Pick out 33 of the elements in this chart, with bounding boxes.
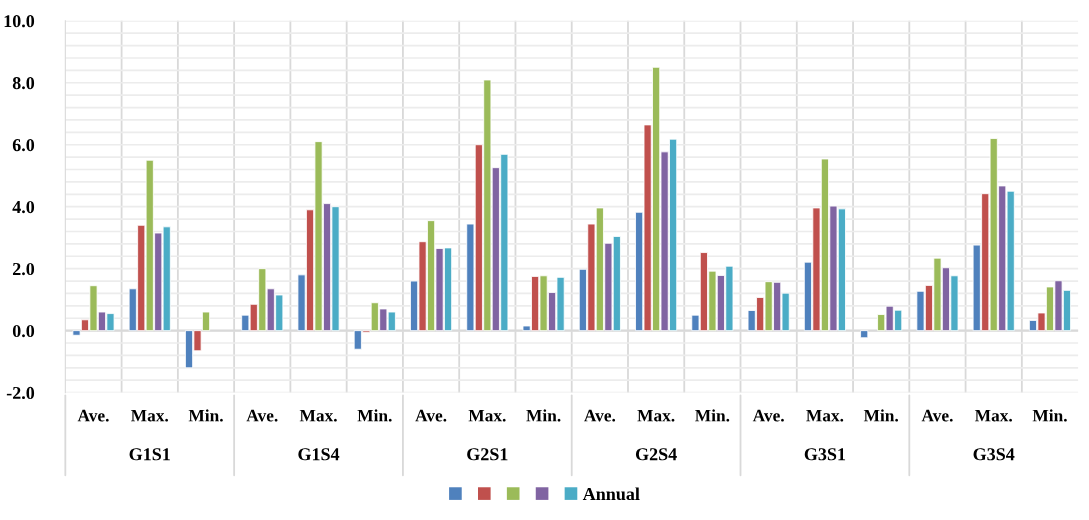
- x-tick-label: Min.: [863, 409, 899, 422]
- y-tick-label: 8.0: [12, 77, 35, 90]
- x-tick-label: Max.: [637, 409, 675, 422]
- text: G1S1: [129, 448, 170, 461]
- x-tick-label: Ave.: [752, 409, 784, 422]
- y-tick-label: 2.0: [12, 262, 35, 276]
- x-tick-label: Min.: [695, 409, 730, 422]
- x-tick-label: Ave.: [415, 409, 447, 422]
- x-tick-label: Min.: [1032, 409, 1067, 422]
- y-tick-label: 6.0: [12, 138, 35, 152]
- x-tick-label: Ave.: [921, 409, 953, 422]
- x-tick-label: Min.: [188, 409, 223, 422]
- text: G2S1: [467, 448, 508, 461]
- text: G3S1: [804, 448, 846, 461]
- y-tick-label: -2.0: [6, 386, 35, 400]
- text: G2S4: [635, 448, 677, 461]
- x-tick-label: Min.: [357, 409, 392, 422]
- y-tick-label: 0.0: [12, 324, 35, 338]
- x-tick-label: Max.: [806, 409, 844, 422]
- x-tick-label: Ave.: [584, 409, 616, 422]
- x-tick-label: Ave.: [77, 409, 109, 422]
- y-tick-label: 4.0: [12, 200, 35, 214]
- text: G3S4: [973, 448, 1015, 461]
- x-tick-label: Max.: [130, 409, 169, 422]
- y-tick-label: 10.0: [4, 15, 35, 28]
- x-tick-label: Max.: [299, 409, 337, 422]
- x-tick-label: Min.: [526, 409, 561, 422]
- legend-label: Annual: [582, 487, 640, 501]
- x-tick-label: Max.: [468, 409, 506, 422]
- text: G1S4: [298, 448, 340, 461]
- bar: [860, 330, 869, 339]
- x-tick-label: Max.: [974, 409, 1012, 422]
- x-tick-label: Ave.: [246, 409, 278, 422]
